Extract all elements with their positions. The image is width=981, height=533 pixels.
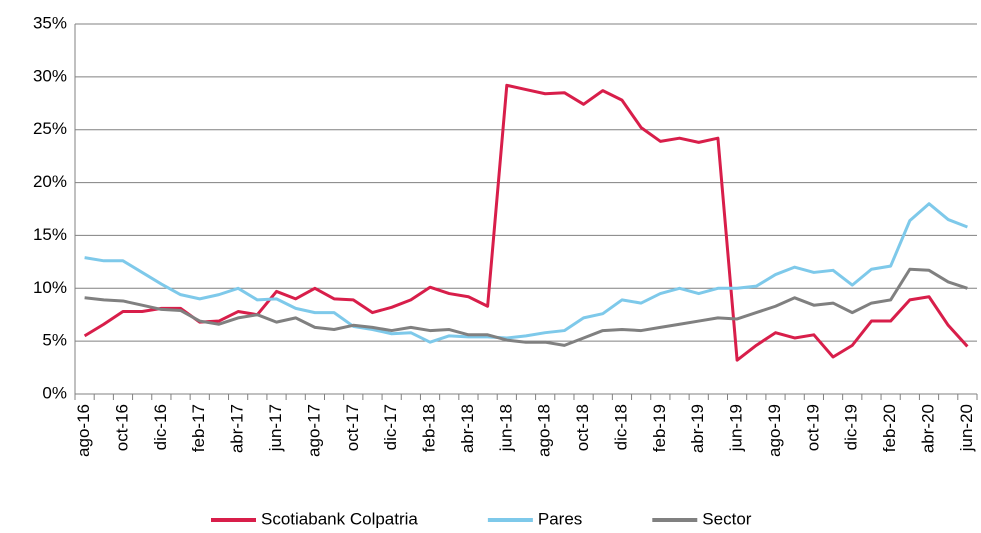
x-tick-label: ago-16: [74, 404, 93, 457]
x-tick-label: feb-19: [650, 404, 669, 452]
x-tick-label: dic-16: [151, 404, 170, 450]
y-tick-label: 10%: [33, 278, 67, 297]
legend-label: Scotiabank Colpatria: [261, 509, 418, 528]
y-tick-label: 25%: [33, 119, 67, 138]
legend-label: Sector: [702, 509, 751, 528]
x-tick-label: oct-19: [803, 404, 822, 451]
x-tick-label: abr-19: [688, 404, 707, 453]
legend: Scotiabank Colpatria Pares Sector: [211, 509, 752, 528]
series-line: [84, 267, 968, 347]
series-line: [84, 202, 968, 344]
y-tick-label: 0%: [42, 383, 67, 402]
x-tick-label: dic-19: [842, 404, 861, 450]
y-tick-label: 35%: [33, 13, 67, 32]
x-tick-label: ago-19: [765, 404, 784, 457]
x-tick-label: dic-18: [611, 404, 630, 450]
legend-label: Pares: [538, 509, 582, 528]
y-tick-label: 30%: [33, 66, 67, 85]
x-tick-label: oct-18: [573, 404, 592, 451]
y-tick-label: 15%: [33, 225, 67, 244]
x-tick-label: abr-18: [458, 404, 477, 453]
x-tick-label: feb-20: [880, 404, 899, 452]
series-line: [83, 83, 969, 362]
x-tick-label: abr-20: [919, 404, 938, 453]
x-tick-label: oct-17: [343, 404, 362, 451]
x-tick-label: abr-17: [228, 404, 247, 453]
x-tick-label: jun-19: [727, 404, 746, 452]
y-tick-label: 5%: [42, 331, 67, 350]
x-tick-label: ago-17: [304, 404, 323, 457]
x-tick-label: jun-20: [957, 404, 976, 452]
x-tick-label: jun-18: [496, 404, 515, 452]
x-tick-label: dic-17: [381, 404, 400, 450]
x-tick-label: jun-17: [266, 404, 285, 452]
x-tick-label: feb-17: [189, 404, 208, 452]
x-tick-label: ago-18: [535, 404, 554, 457]
y-tick-label: 20%: [33, 172, 67, 191]
x-tick-label: feb-18: [420, 404, 439, 452]
x-tick-label: oct-16: [112, 404, 131, 451]
